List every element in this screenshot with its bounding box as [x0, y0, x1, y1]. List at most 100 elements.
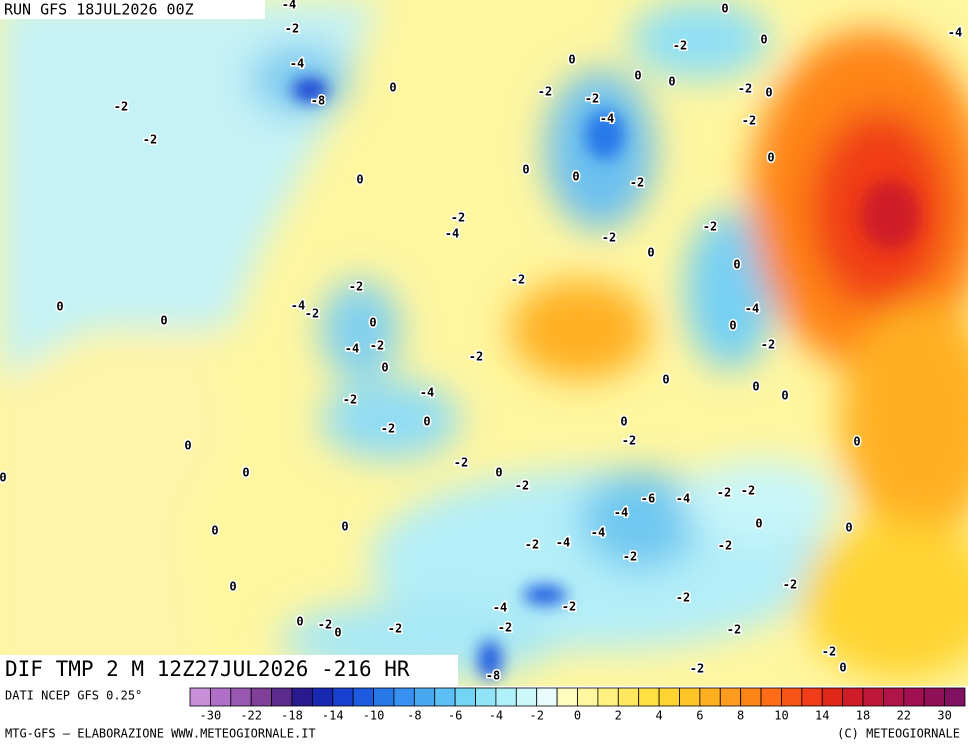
contour-label: 0	[733, 258, 740, 272]
colorbar-swatch	[291, 687, 313, 707]
contour-label: -2	[388, 622, 402, 636]
contour-label: -8	[311, 94, 325, 108]
contour-label: 0	[634, 69, 641, 83]
contour-label: 0	[381, 361, 388, 375]
contour-label: -2	[718, 539, 732, 553]
colorbar-swatch	[883, 687, 905, 707]
contour-label: -4	[614, 506, 628, 520]
contour-label: -2	[727, 623, 741, 637]
contour-label: -2	[381, 422, 395, 436]
contour-label: -4	[676, 492, 690, 506]
contour-label: 0	[729, 319, 736, 333]
colorbar-swatch	[617, 687, 640, 707]
colorbar-tick-label: 22	[897, 709, 911, 723]
colorbar-swatch	[515, 687, 538, 707]
contour-label: -4	[291, 299, 305, 313]
contour-label: 0	[839, 661, 846, 675]
contour-label: -4	[290, 57, 304, 71]
colorbar-tick-label: -8	[407, 709, 421, 723]
contour-label: 0	[765, 86, 772, 100]
colorbar-swatch	[821, 687, 844, 707]
colorbar-swatch	[230, 687, 252, 707]
contour-label: -4	[556, 536, 570, 550]
colorbar-swatch	[332, 687, 354, 707]
contour-label: 0	[423, 415, 430, 429]
colorbar: -30 -22 -18 -14 -10 -8 -6 -4 -2 0 2 4 6 8 10 14 18 22 30	[189, 687, 966, 723]
colorbar-tick-label: 2	[615, 709, 622, 723]
contour-label: 0	[0, 471, 7, 485]
colorbar-swatch	[250, 687, 272, 707]
contour-label: -2	[673, 39, 687, 53]
colorbar-swatch	[209, 687, 232, 707]
contour-label: -2	[370, 339, 384, 353]
colorbar-tick-label: 14	[815, 709, 829, 723]
colorbar-swatch	[434, 687, 456, 707]
footer-right: (C) METEOGIORNALE	[837, 727, 960, 741]
contour-label: -2	[585, 92, 599, 106]
contour-label: -2	[285, 22, 299, 36]
colorbar-swatch	[862, 687, 884, 707]
source-label: DATI NCEP GFS 0.25°	[5, 689, 142, 703]
colorbar-swatch	[271, 687, 293, 707]
contour-label: 0	[56, 300, 63, 314]
contour-label: -2	[783, 578, 797, 592]
contour-label: -2	[562, 600, 576, 614]
colorbar-swatch	[189, 687, 211, 707]
colorbar-tick-label: -10	[363, 709, 385, 723]
title-box	[0, 655, 458, 686]
contour-label: -2	[498, 621, 512, 635]
contour-label: -2	[742, 114, 756, 128]
colorbar-swatch	[781, 687, 803, 707]
colorbar-swatch	[536, 687, 558, 707]
colorbar-swatch	[577, 687, 599, 707]
colorbar-swatch	[393, 687, 415, 707]
colorbar-swatch	[373, 687, 395, 707]
contour-label: 0	[767, 151, 774, 165]
contour-label: 0	[853, 435, 860, 449]
colorbar-tick-label: -14	[322, 709, 344, 723]
contour-label: 0	[760, 33, 767, 47]
colorbar-swatch	[556, 687, 578, 707]
contour-label: -2	[676, 591, 690, 605]
contour-label: -4	[445, 227, 459, 241]
contour-label: 0	[755, 517, 762, 531]
contour-label: -2	[623, 550, 637, 564]
contour-label: -2	[349, 280, 363, 294]
contour-label: -2	[738, 82, 752, 96]
colorbar-swatch	[638, 687, 660, 707]
colorbar-tick-label: 6	[696, 709, 703, 723]
run-label: RUN GFS 18JUL2026 00Z	[4, 1, 194, 19]
contour-label: 0	[334, 626, 341, 640]
contour-label: 0	[369, 316, 376, 330]
colorbar-swatch	[842, 687, 864, 707]
contour-label: -2	[114, 100, 128, 114]
contour-label: -6	[641, 492, 655, 506]
contour-label: -2	[318, 618, 332, 632]
contour-label: -4	[493, 601, 507, 615]
colorbar-swatch	[658, 687, 680, 707]
header-box	[0, 0, 265, 19]
colorbar-tick-label: -4	[489, 709, 503, 723]
colorbar-swatch	[311, 687, 334, 707]
colorbar-tick-label: -2	[529, 709, 543, 723]
contour-label: 0	[160, 314, 167, 328]
contour-label: 0	[341, 520, 348, 534]
contour-label: -4	[420, 386, 434, 400]
colorbar-swatch	[944, 687, 966, 707]
contour-label: 0	[620, 415, 627, 429]
contour-label: -2	[622, 434, 636, 448]
contour-label: -2	[525, 538, 539, 552]
colorbar-swatch	[352, 687, 374, 707]
colorbar-swatch	[679, 687, 701, 707]
contour-label: -2	[143, 133, 157, 147]
colorbar-tick-label: 8	[737, 709, 744, 723]
contour-label: -4	[282, 0, 296, 12]
contour-label: -2	[690, 662, 704, 676]
contour-label: -2	[515, 479, 529, 493]
colorbar-tick-label: -22	[240, 709, 262, 723]
contour-label: -8	[486, 669, 500, 683]
colorbar-swatch	[495, 687, 517, 707]
colorbar-swatch	[454, 687, 476, 707]
contour-label: 0	[495, 466, 502, 480]
